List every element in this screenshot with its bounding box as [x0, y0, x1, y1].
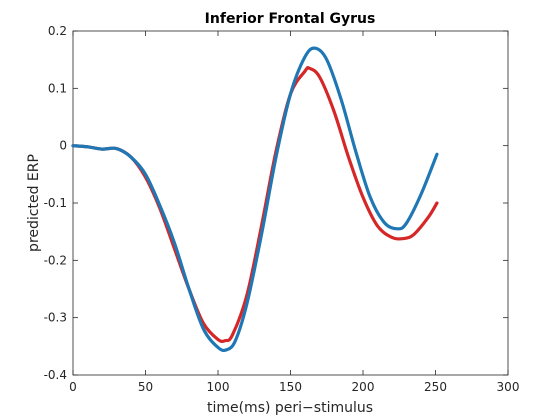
x-tick-label: 300	[497, 380, 520, 394]
x-tick-label: 100	[207, 380, 230, 394]
x-tick-label: 50	[138, 380, 153, 394]
y-tick-label: -0.2	[44, 253, 67, 267]
y-tick-label: 0.1	[48, 81, 67, 95]
x-axis-label: time(ms) peri−stimulus	[207, 400, 373, 416]
series-line-blue	[71, 46, 439, 353]
x-tick-labels: 0 50 100 150 200 250 300	[69, 380, 519, 394]
y-tick-label: 0.2	[48, 24, 67, 38]
x-tick-label: 250	[424, 380, 447, 394]
y-tick-labels: -0.4 -0.3 -0.2 -0.1 0 0.1 0.2	[44, 24, 67, 382]
y-axis-label: predicted ERP	[26, 154, 42, 252]
chart-title: Inferior Frontal Gyrus	[205, 11, 376, 27]
y-tick-label: -0.3	[44, 311, 67, 325]
x-tick-label: 200	[352, 380, 375, 394]
y-tick-label: -0.1	[44, 196, 67, 210]
series-lines	[71, 46, 439, 353]
x-tick-label: 150	[279, 380, 302, 394]
plot-area	[72, 30, 509, 376]
y-tick-label: -0.4	[44, 368, 67, 382]
y-tick-label: 0	[59, 139, 67, 153]
x-tick-label: 0	[69, 380, 77, 394]
